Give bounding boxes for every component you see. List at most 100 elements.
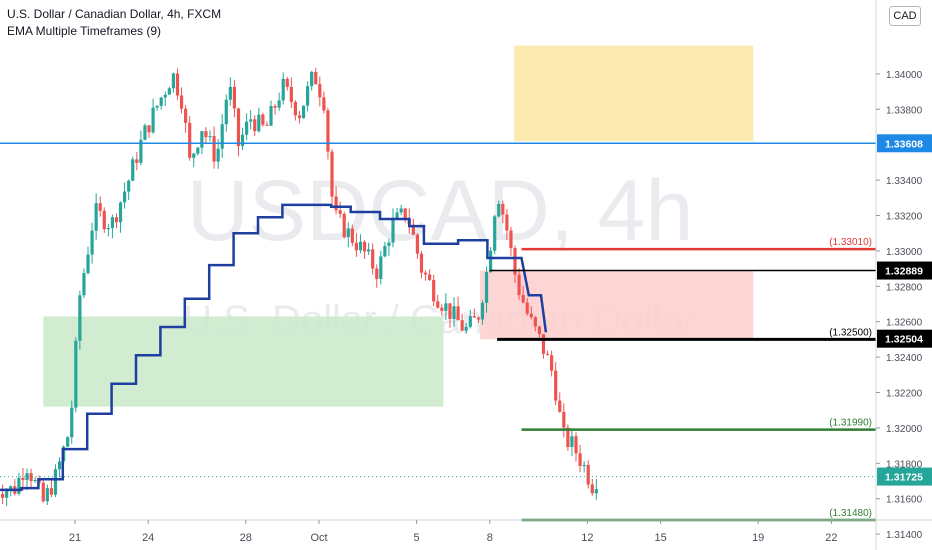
- candle-body: [74, 340, 78, 408]
- candle-body: [159, 97, 163, 106]
- candle-body: [151, 107, 155, 133]
- candle-body: [249, 119, 253, 122]
- candle-body: [517, 274, 521, 296]
- candle-body: [562, 411, 566, 428]
- candle-body: [566, 427, 570, 447]
- candle-body: [66, 437, 70, 447]
- candle-body: [480, 302, 485, 320]
- candle-body: [468, 316, 472, 327]
- candle-body: [17, 477, 21, 494]
- candle-body: [375, 268, 379, 279]
- price-tick-label: 1.33400: [886, 176, 923, 187]
- candle-body: [493, 216, 497, 251]
- candle-body: [456, 306, 460, 321]
- candle-body: [403, 208, 407, 219]
- price-tick-label: 1.34000: [886, 70, 923, 81]
- candle-body: [350, 228, 354, 243]
- candle-body: [86, 254, 90, 274]
- candle-body: [175, 73, 180, 96]
- candle-body: [220, 124, 224, 149]
- candle-body: [45, 488, 49, 502]
- currency-badge[interactable]: CAD: [889, 6, 921, 26]
- candle-body: [322, 97, 326, 111]
- candle-body: [411, 224, 415, 235]
- price-tick-label: 1.33000: [886, 247, 923, 258]
- candle-body: [289, 86, 293, 102]
- candle-body: [338, 210, 342, 214]
- candle-body: [25, 473, 29, 480]
- candle-body: [558, 400, 562, 412]
- candle-body: [208, 136, 212, 138]
- candle-body: [440, 307, 444, 311]
- candle-body: [33, 480, 37, 482]
- candle-body: [106, 228, 110, 230]
- candle-body: [82, 273, 86, 296]
- candle-body: [301, 105, 306, 119]
- candle-body: [306, 86, 310, 106]
- zones-layer: [43, 45, 754, 407]
- candle-body: [228, 86, 232, 100]
- candle-body: [342, 213, 346, 238]
- candle-body: [484, 272, 489, 303]
- candle-body: [265, 124, 269, 126]
- candle-body: [53, 469, 58, 495]
- candles-layer: [1, 67, 598, 507]
- candle-body: [371, 249, 375, 269]
- price-badge: [877, 261, 932, 280]
- candle-body: [521, 295, 525, 303]
- candle-body: [423, 272, 428, 275]
- candle-body: [297, 115, 302, 119]
- candle-body: [257, 114, 261, 132]
- ema-layer: [0, 203, 548, 492]
- candle-body: [582, 464, 586, 466]
- candle-body: [525, 302, 529, 314]
- candle-body: [383, 245, 387, 257]
- candle-body: [196, 147, 200, 154]
- indicator-title[interactable]: EMA Multiple Timeframes (9): [7, 24, 162, 38]
- candle-body: [318, 84, 322, 98]
- candle-body: [240, 134, 245, 146]
- candle-body: [476, 317, 481, 320]
- candle-body: [391, 218, 395, 243]
- candle-body: [387, 242, 391, 246]
- price-tick-label: 1.33800: [886, 105, 923, 116]
- candle-body: [236, 108, 241, 146]
- candle-body: [594, 489, 598, 494]
- time-tick-label: 22: [825, 532, 837, 544]
- candle-body: [448, 303, 452, 319]
- candle-body: [550, 355, 554, 371]
- candle-body: [489, 250, 493, 273]
- risk-zone: [480, 270, 754, 340]
- stop-label: (1.33010): [829, 237, 872, 248]
- candle-body: [354, 242, 359, 251]
- candle-body: [281, 78, 285, 101]
- symbol-title[interactable]: U.S. Dollar / Canadian Dollar, 4h, FXCM: [7, 7, 222, 21]
- candle-body: [472, 316, 476, 318]
- candle-body: [90, 230, 94, 255]
- candle-body: [513, 248, 517, 275]
- candle-body: [310, 71, 314, 87]
- candle-body: [188, 122, 192, 158]
- candle-body: [143, 125, 147, 140]
- candle-body: [212, 136, 216, 162]
- candle-body: [29, 473, 33, 482]
- candle-body: [529, 313, 533, 318]
- time-tick-label: 15: [654, 532, 666, 544]
- candle-body: [41, 482, 45, 502]
- candle-body: [245, 121, 249, 135]
- candle-body: [367, 249, 371, 252]
- candle-body: [362, 241, 367, 252]
- candle-body: [98, 203, 102, 211]
- target-2-label: (1.31480): [829, 508, 872, 519]
- candle-body: [200, 131, 204, 148]
- candle-body: [232, 86, 237, 109]
- candle-body: [346, 228, 350, 238]
- price-tick-label: 1.32800: [886, 282, 923, 293]
- price-badge-label: 1.33608: [885, 138, 923, 150]
- price-tick-label: 1.32600: [886, 318, 923, 329]
- time-tick-label: 8: [487, 532, 493, 544]
- price-tick-label: 1.31800: [886, 459, 923, 470]
- time-tick-label: 19: [752, 532, 764, 544]
